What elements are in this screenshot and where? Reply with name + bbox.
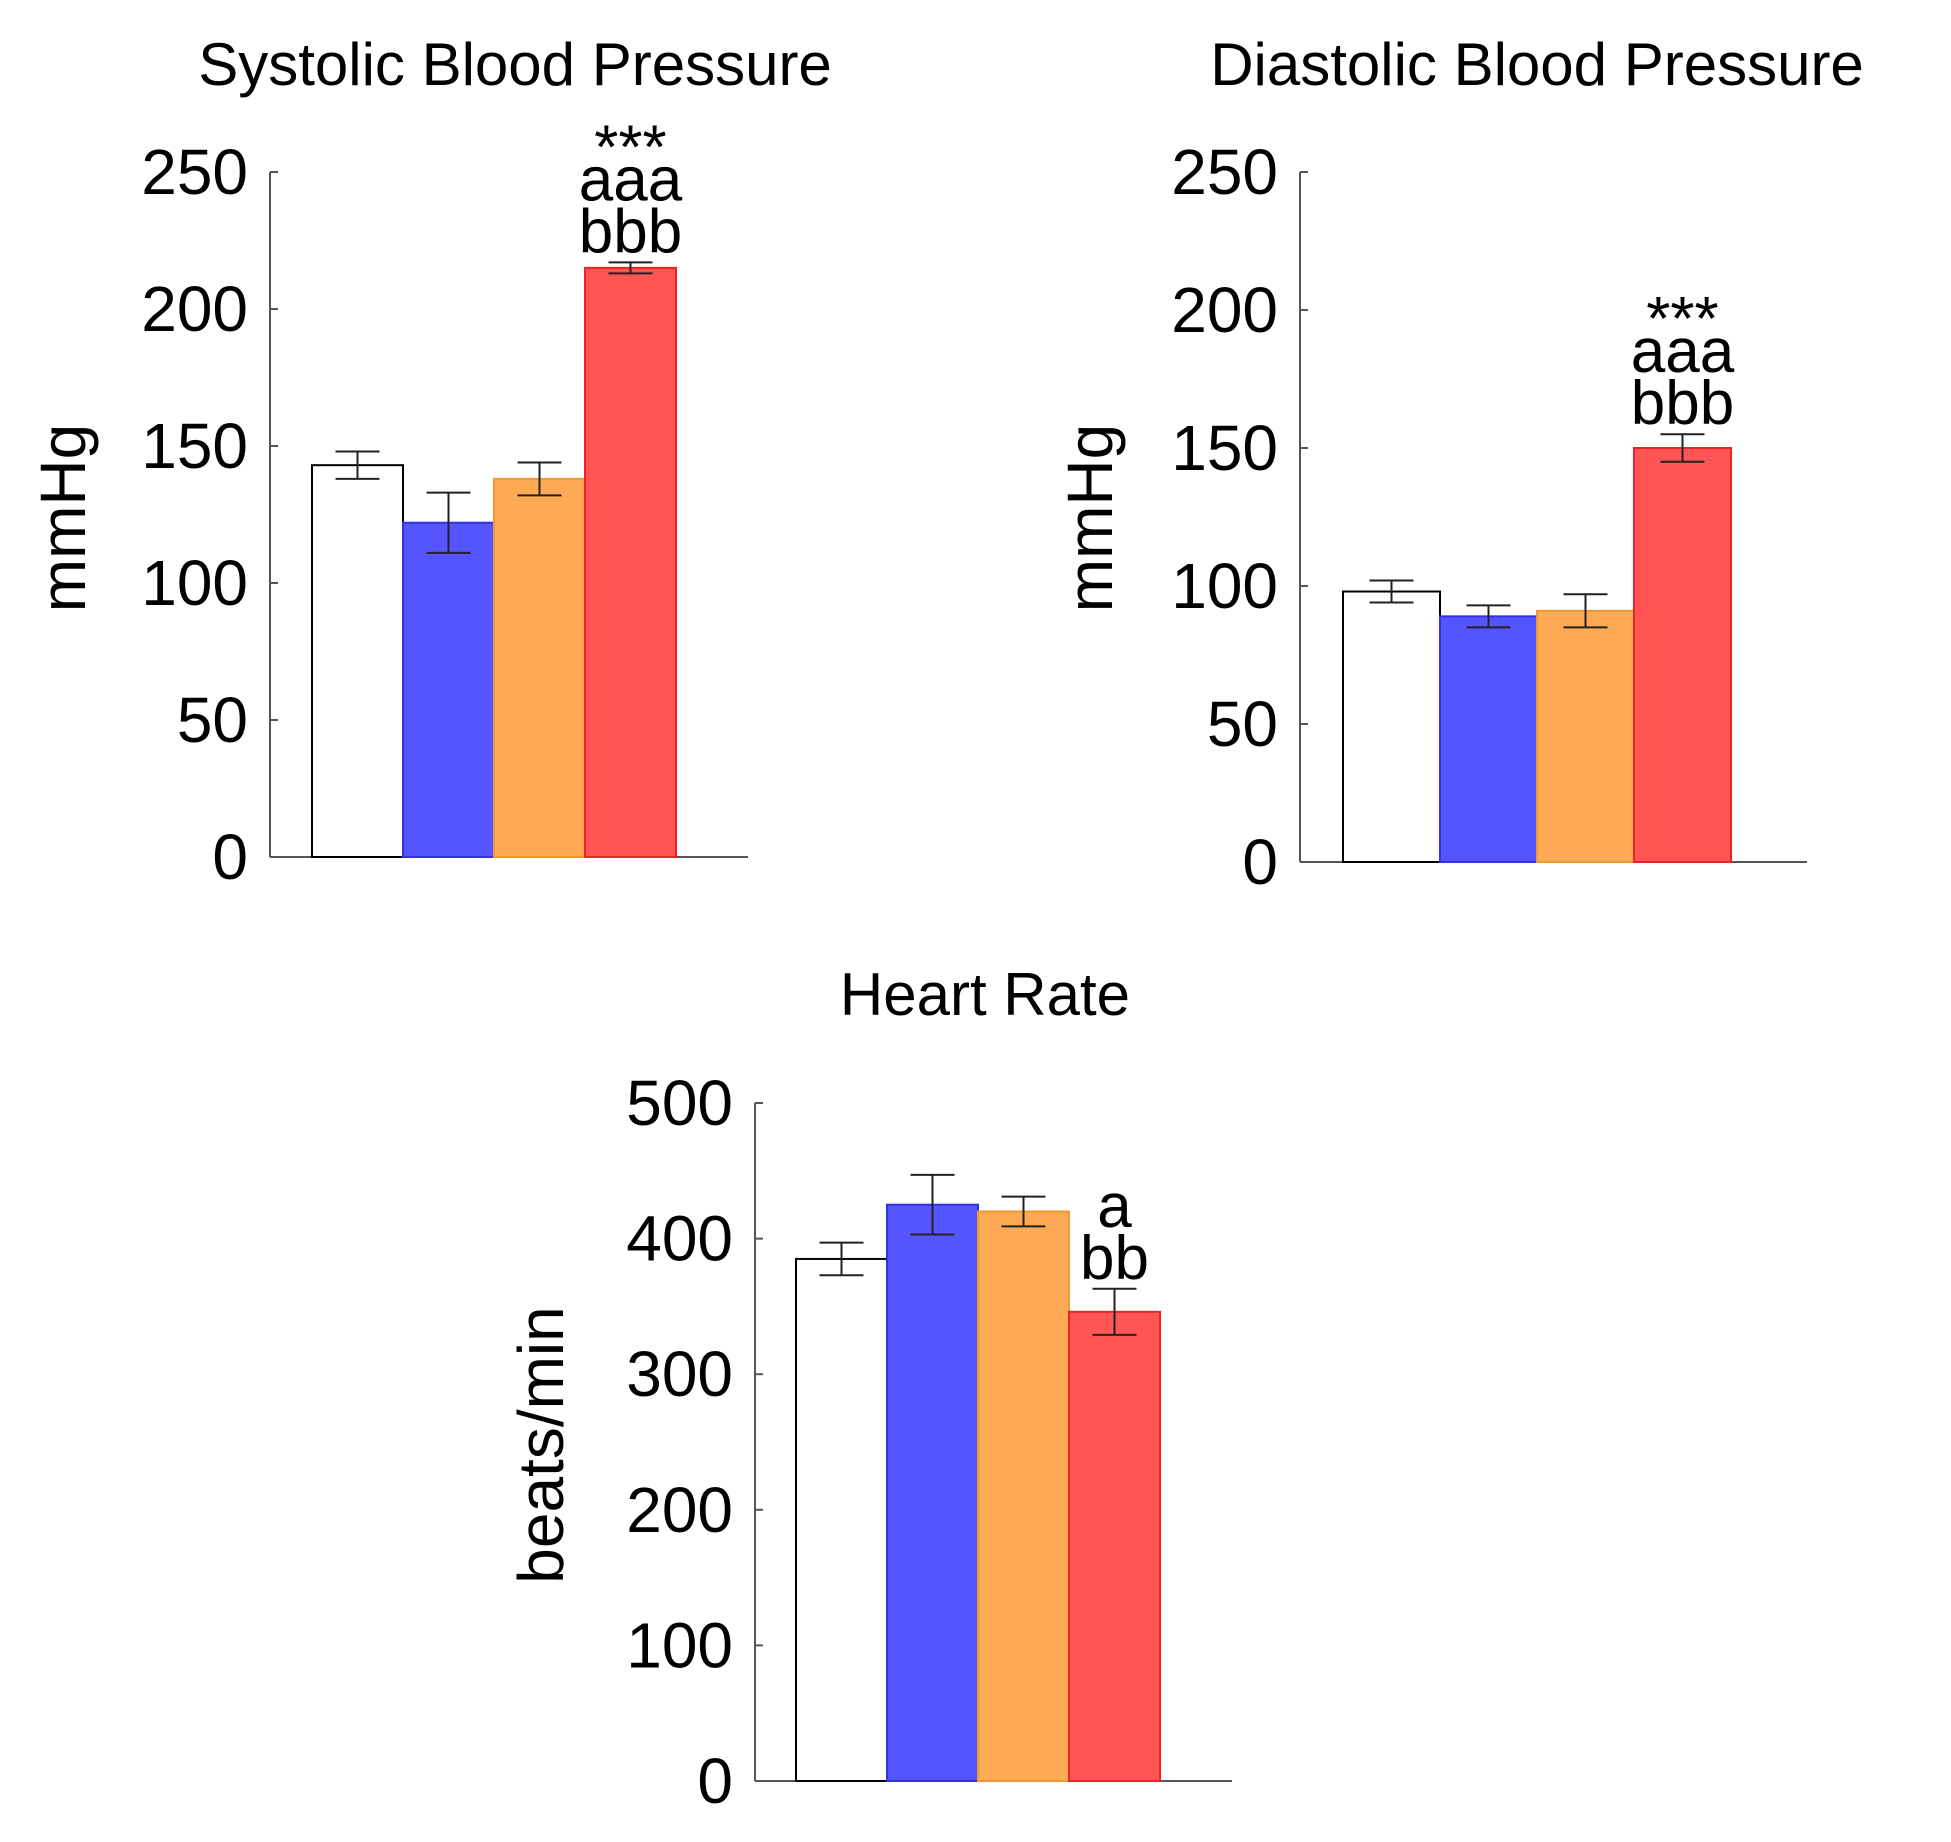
bar-3 (1068, 1310, 1161, 1782)
bar-2 (977, 1210, 1070, 1783)
significance-label: *** (594, 113, 666, 182)
y-tick-label: 50 (177, 684, 248, 756)
significance-label: *** (1646, 285, 1718, 354)
bar-2 (1536, 609, 1635, 864)
heart-rate-chart: Heart Rate beats/min 0 100 200 300 400 500 abb (505, 961, 1232, 1817)
significance-label: bb (1080, 1224, 1149, 1293)
y-tick-label: 200 (626, 1474, 733, 1546)
bar-2 (493, 477, 586, 858)
bar-1 (1439, 615, 1538, 863)
y-tick-label: 400 (626, 1203, 733, 1275)
y-tick-label: 250 (141, 136, 248, 208)
bar-0 (1342, 590, 1441, 864)
y-axis-label: mmHg (1054, 424, 1126, 612)
y-tick-label: 150 (141, 410, 248, 482)
y-tick-label: 0 (697, 1745, 733, 1817)
significance-label: a (1097, 1172, 1132, 1241)
bar-3 (584, 266, 677, 858)
bar-1 (402, 521, 495, 858)
y-tick-label: 0 (1242, 826, 1278, 898)
y-tick-label: 200 (141, 273, 248, 345)
diastolic-bp-chart: Diastolic Blood Pressure mmHg 0 50 100 150 2… (1054, 31, 1864, 898)
y-tick-label: 100 (1171, 550, 1278, 622)
systolic-bp-chart: Systolic Blood Pressure mmHg 0 50 100 150 20… (27, 31, 832, 893)
y-tick-label: 500 (626, 1067, 733, 1139)
significance-label: bbb (579, 197, 682, 266)
chart-title: Systolic Blood Pressure (198, 31, 832, 98)
y-tick-label: 300 (626, 1338, 733, 1410)
y-tick-label: 100 (141, 547, 248, 619)
bar-0 (311, 464, 404, 858)
y-tick-label: 250 (1171, 136, 1278, 208)
y-tick-label: 0 (212, 821, 248, 893)
chart-title: Heart Rate (840, 961, 1130, 1028)
significance-label: aaa (579, 145, 683, 214)
y-tick-label: 100 (626, 1609, 733, 1681)
y-tick-label: 200 (1171, 274, 1278, 346)
bar-1 (886, 1203, 979, 1782)
y-axis-label: beats/min (505, 1306, 577, 1583)
y-axis-label: mmHg (27, 424, 99, 612)
y-tick-label: 50 (1207, 688, 1278, 760)
bar-0 (795, 1257, 888, 1782)
significance-label: bbb (1631, 369, 1734, 438)
bar-3 (1633, 447, 1732, 863)
significance-label: aaa (1631, 317, 1735, 386)
chart-title: Diastolic Blood Pressure (1210, 31, 1864, 98)
y-tick-label: 150 (1171, 412, 1278, 484)
